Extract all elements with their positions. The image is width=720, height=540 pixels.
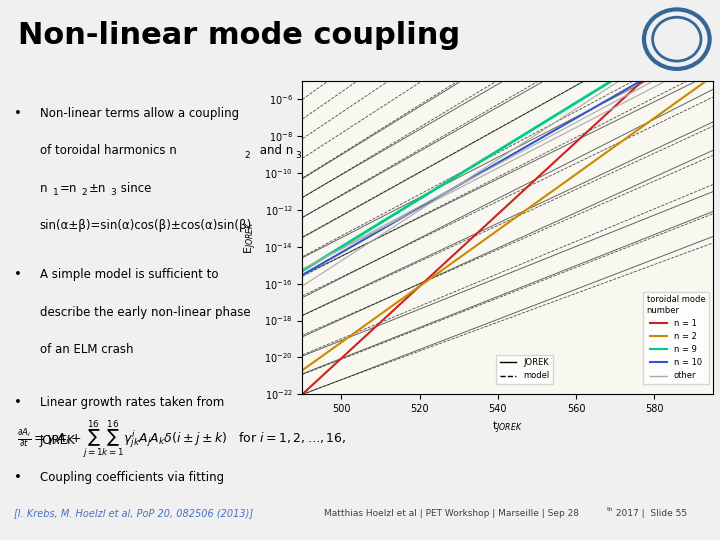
Text: =n: =n — [60, 181, 77, 194]
Text: 3: 3 — [295, 151, 301, 160]
n = 9 — [408, 200, 416, 207]
Text: [I. Krebs, M. Hoelzl et al, PoP 20, 082506 (2013)]: [I. Krebs, M. Hoelzl et al, PoP 20, 0825… — [14, 508, 253, 518]
Text: 2: 2 — [245, 151, 251, 160]
n = 9 — [688, 28, 696, 35]
n = 2 — [673, 98, 682, 105]
n = 2 — [708, 73, 717, 79]
n = 10 — [408, 209, 416, 215]
Text: sin(α±β)=sin(α)cos(β)±cos(α)sin(β): sin(α±β)=sin(α)cos(β)±cos(α)sin(β) — [40, 219, 252, 232]
n = 1 — [673, 45, 682, 52]
n = 9 — [673, 37, 682, 44]
Text: •: • — [14, 471, 22, 484]
n = 2 — [315, 355, 323, 362]
n = 9 — [315, 258, 323, 264]
n = 9 — [323, 252, 331, 259]
Text: 2: 2 — [81, 188, 87, 197]
Text: •: • — [14, 396, 22, 409]
n = 10 — [374, 228, 383, 234]
Text: to: to — [302, 144, 318, 157]
Line: n = 1: n = 1 — [302, 16, 713, 394]
Text: ±n: ±n — [89, 181, 106, 194]
Text: Coupling coefficients via fitting: Coupling coefficients via fitting — [40, 471, 224, 484]
n = 10 — [673, 57, 682, 63]
n = 1 — [688, 32, 696, 38]
Y-axis label: E$_{JOREK}$: E$_{JOREK}$ — [242, 221, 258, 254]
Text: JOREK: JOREK — [40, 434, 76, 447]
Line: n = 9: n = 9 — [302, 19, 713, 271]
n = 1 — [323, 368, 331, 375]
n = 10 — [688, 48, 696, 55]
Text: Non-linear terms allow a coupling: Non-linear terms allow a coupling — [40, 107, 239, 120]
Text: 1: 1 — [53, 188, 58, 197]
Text: of toroidal harmonics n: of toroidal harmonics n — [40, 144, 176, 157]
Line: n = 2: n = 2 — [302, 76, 713, 370]
Text: Matthias Hoelzl et al | PET Workshop | Marseille | Sep 28: Matthias Hoelzl et al | PET Workshop | M… — [324, 509, 579, 518]
n = 2 — [323, 349, 331, 356]
Text: n: n — [40, 181, 47, 194]
n = 10 — [298, 272, 307, 278]
X-axis label: t$_{JOREK}$: t$_{JOREK}$ — [492, 420, 523, 436]
Legend: n = 1, n = 2, n = 9, n = 10, other: n = 1, n = 2, n = 9, n = 10, other — [644, 292, 708, 384]
Text: since: since — [117, 181, 152, 194]
Line: n = 10: n = 10 — [302, 39, 713, 275]
n = 2 — [374, 312, 383, 319]
n = 10 — [708, 36, 717, 43]
Text: •: • — [14, 268, 22, 281]
n = 1 — [315, 376, 323, 382]
n = 1 — [708, 13, 717, 19]
Text: 3: 3 — [110, 188, 116, 197]
n = 2 — [298, 367, 307, 374]
Text: and n: and n — [256, 144, 293, 157]
Text: A simple model is sufficient to: A simple model is sufficient to — [40, 268, 218, 281]
Text: describe the early non-linear phase: describe the early non-linear phase — [40, 306, 251, 319]
n = 9 — [708, 16, 717, 22]
n = 9 — [374, 221, 383, 227]
n = 1 — [298, 391, 307, 397]
n = 2 — [408, 289, 416, 295]
Text: 2017 |  Slide 55: 2017 | Slide 55 — [613, 509, 688, 518]
n = 2 — [688, 87, 696, 94]
Text: Linear growth rates taken from: Linear growth rates taken from — [40, 396, 224, 409]
n = 9 — [298, 267, 307, 274]
n = 1 — [374, 321, 383, 327]
n = 10 — [315, 262, 323, 269]
Text: th: th — [607, 508, 613, 512]
Text: of an ELM crash: of an ELM crash — [40, 343, 133, 356]
n = 1 — [408, 291, 416, 297]
n = 10 — [323, 258, 331, 264]
Text: Non-linear mode coupling: Non-linear mode coupling — [18, 21, 460, 50]
Text: •: • — [14, 107, 22, 120]
Text: $\frac{\partial A_i}{\partial t} = \gamma_i A_i + \sum_{j=1}^{16} \sum_{k=1}^{16: $\frac{\partial A_i}{\partial t} = \gamm… — [17, 419, 346, 461]
